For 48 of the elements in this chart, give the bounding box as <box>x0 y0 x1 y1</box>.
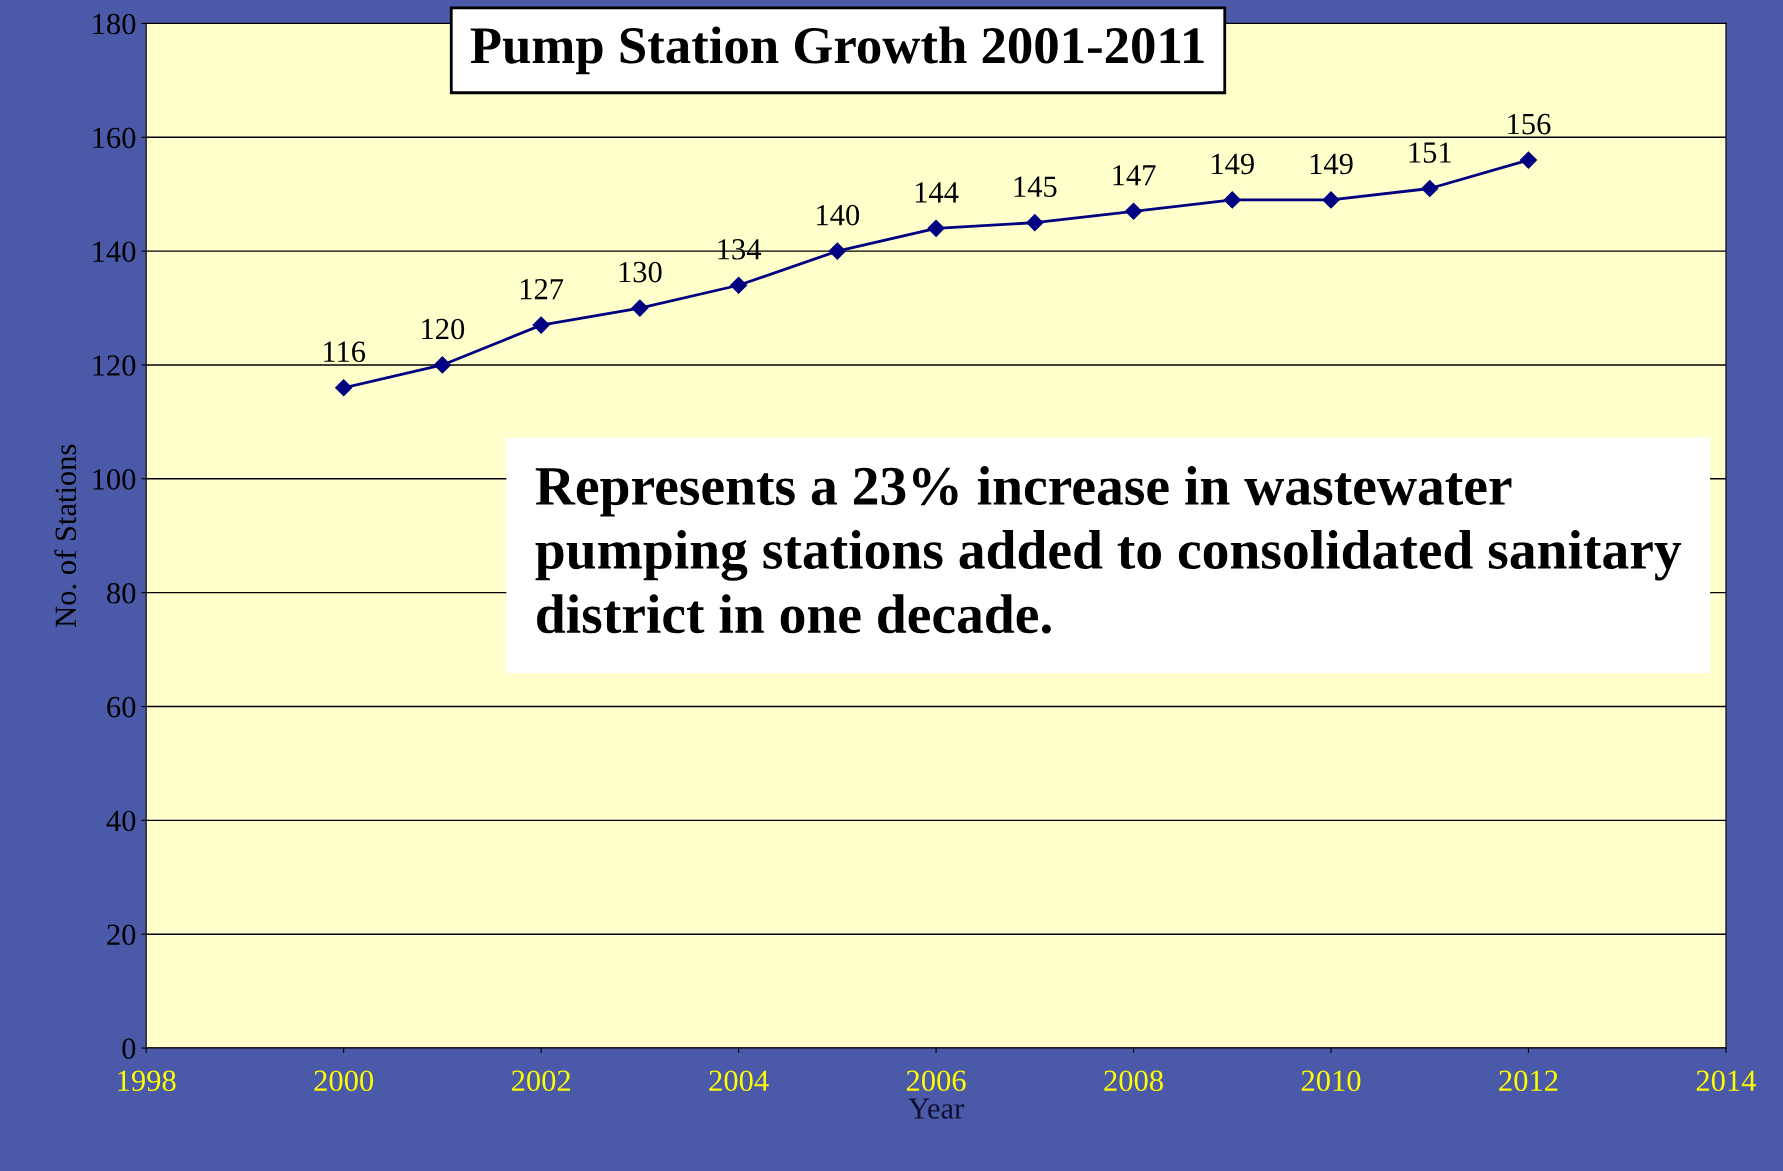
data-label: 156 <box>1508 113 1551 135</box>
x-tick-label: 2000 <box>314 1070 374 1092</box>
point <box>1223 191 1241 209</box>
data-label: 144 <box>915 182 959 203</box>
data-label: 145 <box>1014 176 1057 197</box>
x-tick-label: 2014 <box>1696 1070 1757 1092</box>
y-tick-label: 60 <box>107 696 136 718</box>
y-tick-label: 20 <box>107 924 136 946</box>
x-tick-label: 2004 <box>709 1070 769 1092</box>
x-tick-label: 2010 <box>1301 1070 1361 1092</box>
point <box>828 242 846 260</box>
point <box>1322 191 1340 209</box>
y-tick-label: 100 <box>93 469 136 490</box>
point <box>1026 214 1044 232</box>
data-label: 130 <box>619 261 662 283</box>
y-tick-label: 40 <box>106 810 136 832</box>
x-axis-title: Year <box>908 1098 964 1119</box>
point <box>631 299 649 317</box>
data-label: 151 <box>1409 142 1451 163</box>
point <box>730 276 748 294</box>
x-tick-label: 2006 <box>906 1070 966 1092</box>
point <box>1519 151 1538 169</box>
data-label: 127 <box>520 278 564 300</box>
y-tick-label: 160 <box>93 127 136 149</box>
x-tick-label: 2012 <box>1499 1070 1558 1092</box>
y-tick-label: 120 <box>93 355 136 376</box>
point <box>1124 202 1143 220</box>
y-tick-label: 180 <box>93 13 136 35</box>
data-label: 149 <box>1212 153 1254 175</box>
y-tick-label: 80 <box>107 582 136 604</box>
point <box>927 219 945 237</box>
point <box>335 379 353 397</box>
chart-title: Pump Station Growth 2001-2011 <box>470 26 1204 75</box>
point <box>433 356 451 374</box>
x-tick-label: 2008 <box>1104 1070 1163 1092</box>
data-label: 140 <box>817 204 860 226</box>
annotation: Represents a 23% increase in wastewater pumping stations added to consolidated sanitary district in one decade. <box>535 466 1682 634</box>
data-label: 147 <box>1113 165 1156 186</box>
y-axis-title: No. of Stations <box>54 444 77 627</box>
x-tick-label: 1998 <box>118 1070 176 1092</box>
y-tick-label: 0 <box>122 1038 136 1059</box>
x-tick-label: 2002 <box>511 1070 571 1092</box>
point <box>532 316 550 334</box>
point <box>1421 179 1439 198</box>
data-label: 149 <box>1310 153 1353 175</box>
data-label: 116 <box>324 341 366 363</box>
y-tick-label: 140 <box>93 241 136 263</box>
data-label: 120 <box>422 318 465 340</box>
